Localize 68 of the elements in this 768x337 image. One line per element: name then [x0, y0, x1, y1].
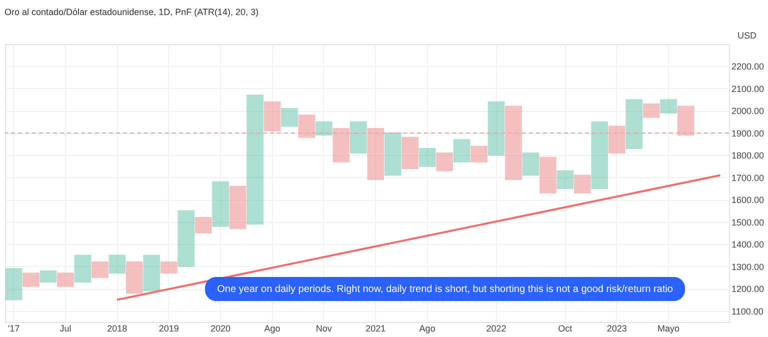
x-tick-label: Oct	[558, 324, 573, 334]
bar	[22, 272, 40, 287]
bar	[591, 121, 608, 190]
bar	[212, 181, 229, 227]
bar	[57, 272, 74, 287]
bar	[246, 94, 264, 225]
y-tick-label: 1500.00	[732, 217, 764, 228]
bar	[143, 254, 160, 292]
bar	[470, 146, 488, 162]
bar	[677, 106, 694, 136]
bar	[642, 104, 660, 118]
bar	[488, 101, 505, 156]
x-tick-label: 2021	[366, 324, 386, 334]
x-tick-label: Nov	[316, 324, 332, 334]
x-tick-label: Mayo	[658, 324, 680, 334]
bar	[316, 121, 332, 136]
bar	[453, 139, 470, 162]
y-tick-label: 1200.00	[732, 284, 764, 294]
bar	[92, 261, 108, 278]
y-tick-label: 1400.00	[732, 240, 764, 250]
x-tick-label: 2018	[107, 324, 128, 334]
bar	[108, 254, 126, 274]
x-tick-label: Ago	[264, 324, 280, 334]
bar	[332, 128, 350, 162]
bar	[626, 99, 642, 150]
bar	[505, 106, 522, 180]
y-tick-label: 1100.00	[732, 306, 764, 316]
bar	[608, 126, 626, 154]
bar	[194, 216, 212, 234]
x-tick-label: 2023	[606, 324, 627, 334]
y-tick-label: 1300.00	[732, 262, 764, 272]
y-tick-label: 1700.00	[732, 172, 764, 183]
bar	[418, 148, 436, 167]
bar	[5, 268, 22, 300]
bar	[522, 152, 540, 176]
annotation: One year on daily periods. Right now, daily trend is short, but shorting this is not a good risk/return ratio	[217, 284, 674, 295]
bar	[660, 99, 677, 114]
bar	[298, 114, 316, 138]
y-tick-label: 2100.00	[732, 84, 764, 94]
bar	[178, 210, 195, 267]
x-tick-label: 2019	[158, 324, 179, 334]
bar	[384, 132, 402, 176]
bar	[264, 101, 281, 132]
bar	[574, 174, 591, 194]
bar	[350, 121, 367, 154]
y-tick-label: 1600.00	[732, 195, 764, 206]
bar	[126, 261, 143, 294]
x-tick-label: Ago	[419, 324, 436, 334]
y-tick-label: 1900.00	[732, 128, 764, 138]
bar	[229, 186, 246, 230]
x-tick-label: Jul	[60, 324, 72, 334]
bar	[539, 156, 556, 194]
x-tick-label: 2020	[210, 324, 231, 334]
y-tick-label: 2000.00	[732, 106, 764, 116]
bar	[281, 108, 298, 127]
bar	[367, 128, 384, 180]
chart-title: Oro al contado/Dólar estadounidense, 1D, PnF (ATR(14), 20, 3)	[4, 7, 258, 17]
y-tick-label: 1800.00	[732, 150, 764, 161]
bar	[436, 152, 453, 172]
y-tick-label: 2200.00	[732, 62, 764, 72]
bar	[556, 170, 574, 190]
bar	[402, 136, 418, 170]
bar	[40, 270, 57, 282]
bar	[160, 261, 178, 274]
y-axis-title: USD	[738, 30, 757, 40]
x-tick-label: '17	[8, 324, 20, 334]
bar	[74, 254, 92, 282]
x-tick-label: 2022	[486, 324, 506, 334]
